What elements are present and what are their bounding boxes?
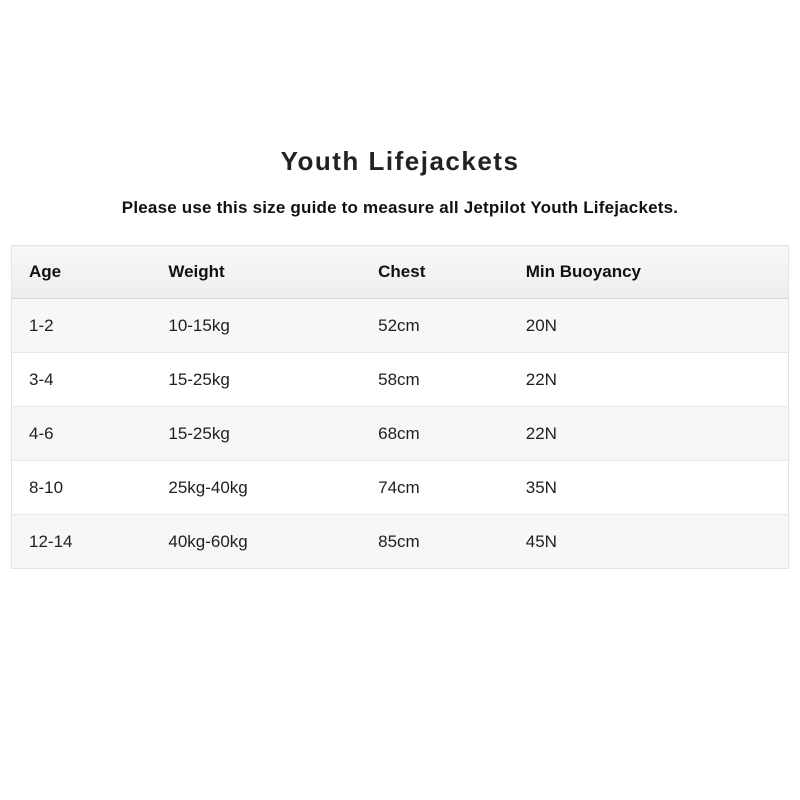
table-cell: 68cm (361, 406, 509, 461)
table-cell: 22N (508, 406, 789, 461)
table-cell: 15-25kg (151, 406, 362, 461)
table-row: 3-4 15-25kg 58cm 22N (11, 352, 789, 407)
table-cell: 45N (508, 514, 789, 569)
table-cell: 15-25kg (151, 352, 362, 407)
size-guide-table: Age Weight Chest Min Buoyancy 1-2 10-15kg 52c… (11, 245, 789, 569)
table-header-row: Age Weight Chest Min Buoyancy (11, 245, 789, 299)
table-cell: 74cm (361, 460, 509, 515)
table-row: 4-6 15-25kg 68cm 22N (11, 406, 789, 461)
page-title: Youth Lifejackets (280, 146, 520, 176)
table-cell: 40kg-60kg (151, 514, 362, 569)
column-header: Chest (361, 245, 509, 299)
table-cell: 22N (508, 352, 789, 407)
table-cell: 3-4 (11, 352, 152, 407)
column-header: Weight (151, 245, 362, 299)
table-head: Age Weight Chest Min Buoyancy (11, 245, 789, 299)
table-cell: 20N (525, 315, 557, 335)
table-row: 12-14 40kg-60kg 85cm 45N (11, 514, 789, 569)
table-cell: 12-14 (11, 514, 152, 569)
table-cell: 58cm (361, 352, 509, 407)
table-row: 1-2 10-15kg 52cm 20N (11, 298, 789, 353)
table-body: 1-2 10-15kg 52cm 20N 3-4 15-25kg 58cm 22N 4-6 15-… (11, 298, 789, 569)
table-cell: 10-15kg (168, 315, 230, 335)
table-row: 8-10 25kg-40kg 74cm 35N (11, 460, 789, 515)
table-cell: 8-10 (11, 460, 152, 515)
table-cell: 35N (508, 460, 789, 515)
table-cell: 25kg-40kg (151, 460, 362, 515)
table-cell: 4-6 (11, 406, 152, 461)
table-cell: 85cm (361, 514, 509, 569)
column-header: Age (11, 245, 152, 299)
column-header: Min Buoyancy (508, 245, 789, 299)
table-cell: 52cm (378, 315, 420, 335)
table-cell: 1-2 (29, 315, 54, 335)
size-guide-table-container: Age Weight Chest Min Buoyancy 1-2 10-15kg 52c… (11, 245, 789, 569)
page-subtitle: Please use this size guide to measure al… (121, 198, 679, 217)
